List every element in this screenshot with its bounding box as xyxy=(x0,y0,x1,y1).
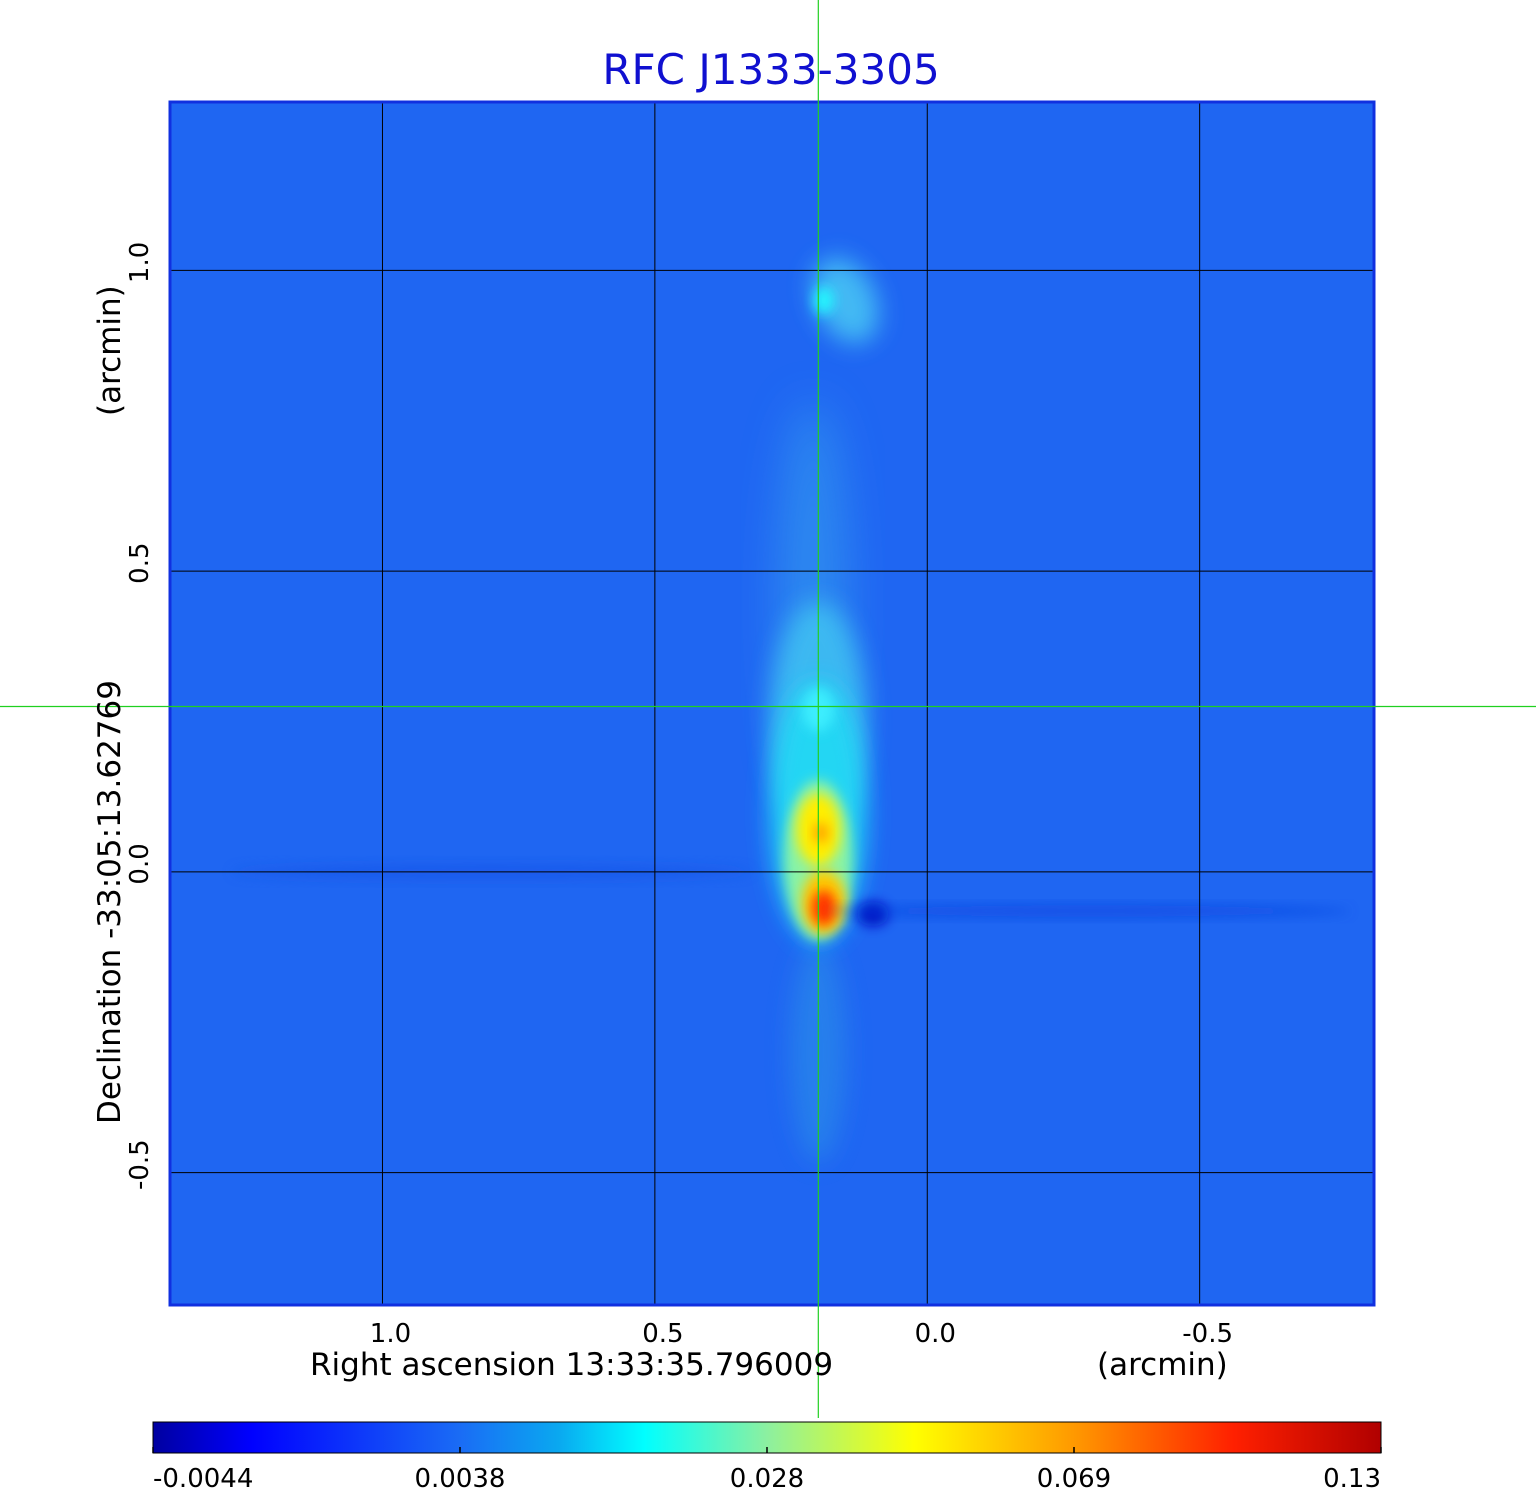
y-tick-label: -0.5 xyxy=(125,1139,155,1190)
knot-orange xyxy=(814,822,829,843)
plot-area xyxy=(170,102,1374,1305)
y-tick-label: 0.0 xyxy=(125,843,155,884)
plot-frame xyxy=(168,100,1376,1307)
emission-features xyxy=(231,257,1351,1163)
y-tick-label: 0.5 xyxy=(125,542,155,583)
y-axis-unit: (arcmin) xyxy=(92,285,128,416)
y-tick-label: 1.0 xyxy=(125,242,155,283)
x-tick-labels: 1.0 0.5 0.0 -0.5 xyxy=(370,1319,1233,1349)
chart-title: RFC J1333-3305 xyxy=(602,45,939,94)
colorbar-tick-label: 0.069 xyxy=(1037,1464,1111,1494)
x-axis-label: Right ascension 13:33:35.796009 xyxy=(310,1347,833,1383)
colorbar-tick-label: 0.13 xyxy=(1323,1464,1381,1494)
core-red xyxy=(811,890,836,927)
north-knot-peak xyxy=(813,286,834,315)
north-knot xyxy=(812,257,879,344)
colorbar-ticks: -0.0044 0.0038 0.028 0.069 0.13 xyxy=(152,1447,1382,1494)
colorbar-tick-label: -0.0044 xyxy=(153,1464,253,1494)
x-tick-label: -0.5 xyxy=(1182,1319,1233,1349)
x-axis-unit: (arcmin) xyxy=(1097,1347,1228,1383)
colorbar-tick-label: 0.0038 xyxy=(415,1464,506,1494)
y-axis-label: Declination -33:05:13.62769 xyxy=(92,680,128,1124)
y-tick-labels: 1.0 0.5 0.0 -0.5 xyxy=(125,242,155,1190)
crosshair xyxy=(0,0,1536,1418)
x-tick-label: 0.0 xyxy=(915,1319,956,1349)
colorbar-tick-label: 0.028 xyxy=(730,1464,804,1494)
colorbar: -0.0044 0.0038 0.028 0.069 0.13 xyxy=(152,1421,1382,1494)
x-tick-label: 0.5 xyxy=(642,1319,683,1349)
sidelobe-stripe xyxy=(830,905,1351,918)
x-tick-label: 1.0 xyxy=(370,1319,411,1349)
grid-lines xyxy=(170,102,1374,1305)
